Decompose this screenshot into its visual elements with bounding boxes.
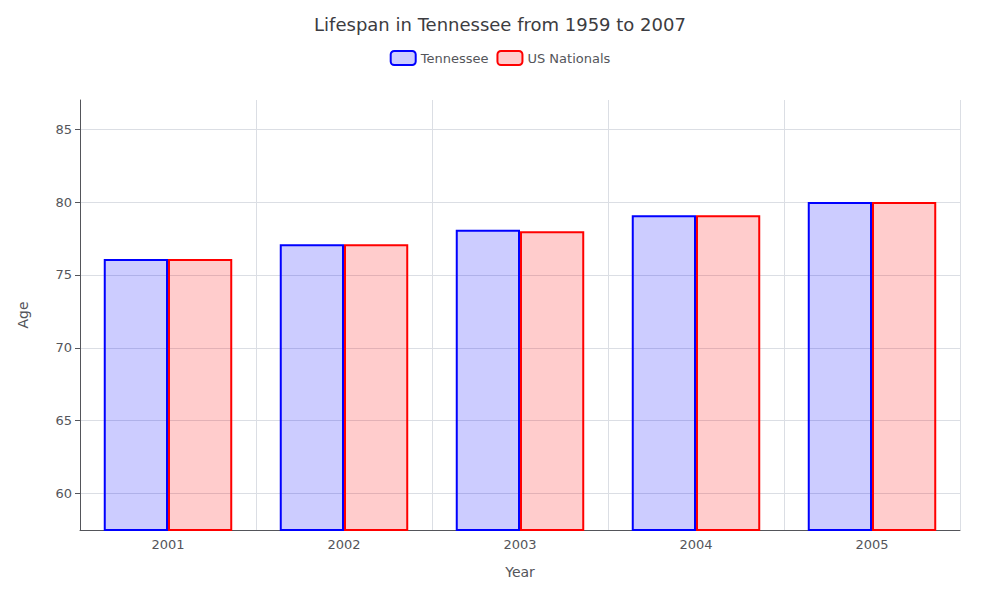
svg-text:2004: 2004 [679,537,712,552]
svg-text:70: 70 [55,340,72,355]
svg-text:Tennessee: Tennessee [420,51,489,66]
svg-text:Age: Age [15,301,31,328]
svg-text:75: 75 [55,267,72,282]
svg-text:US Nationals: US Nationals [527,51,610,66]
svg-text:2003: 2003 [503,537,536,552]
svg-text:80: 80 [55,195,72,210]
svg-text:85: 85 [55,122,72,137]
svg-text:2001: 2001 [151,537,184,552]
svg-text:Year: Year [504,564,535,580]
svg-text:Lifespan in Tennessee from 195: Lifespan in Tennessee from 1959 to 2007 [314,14,686,35]
svg-text:2002: 2002 [327,537,360,552]
svg-text:65: 65 [55,413,72,428]
svg-text:60: 60 [55,486,72,501]
svg-text:2005: 2005 [855,537,888,552]
